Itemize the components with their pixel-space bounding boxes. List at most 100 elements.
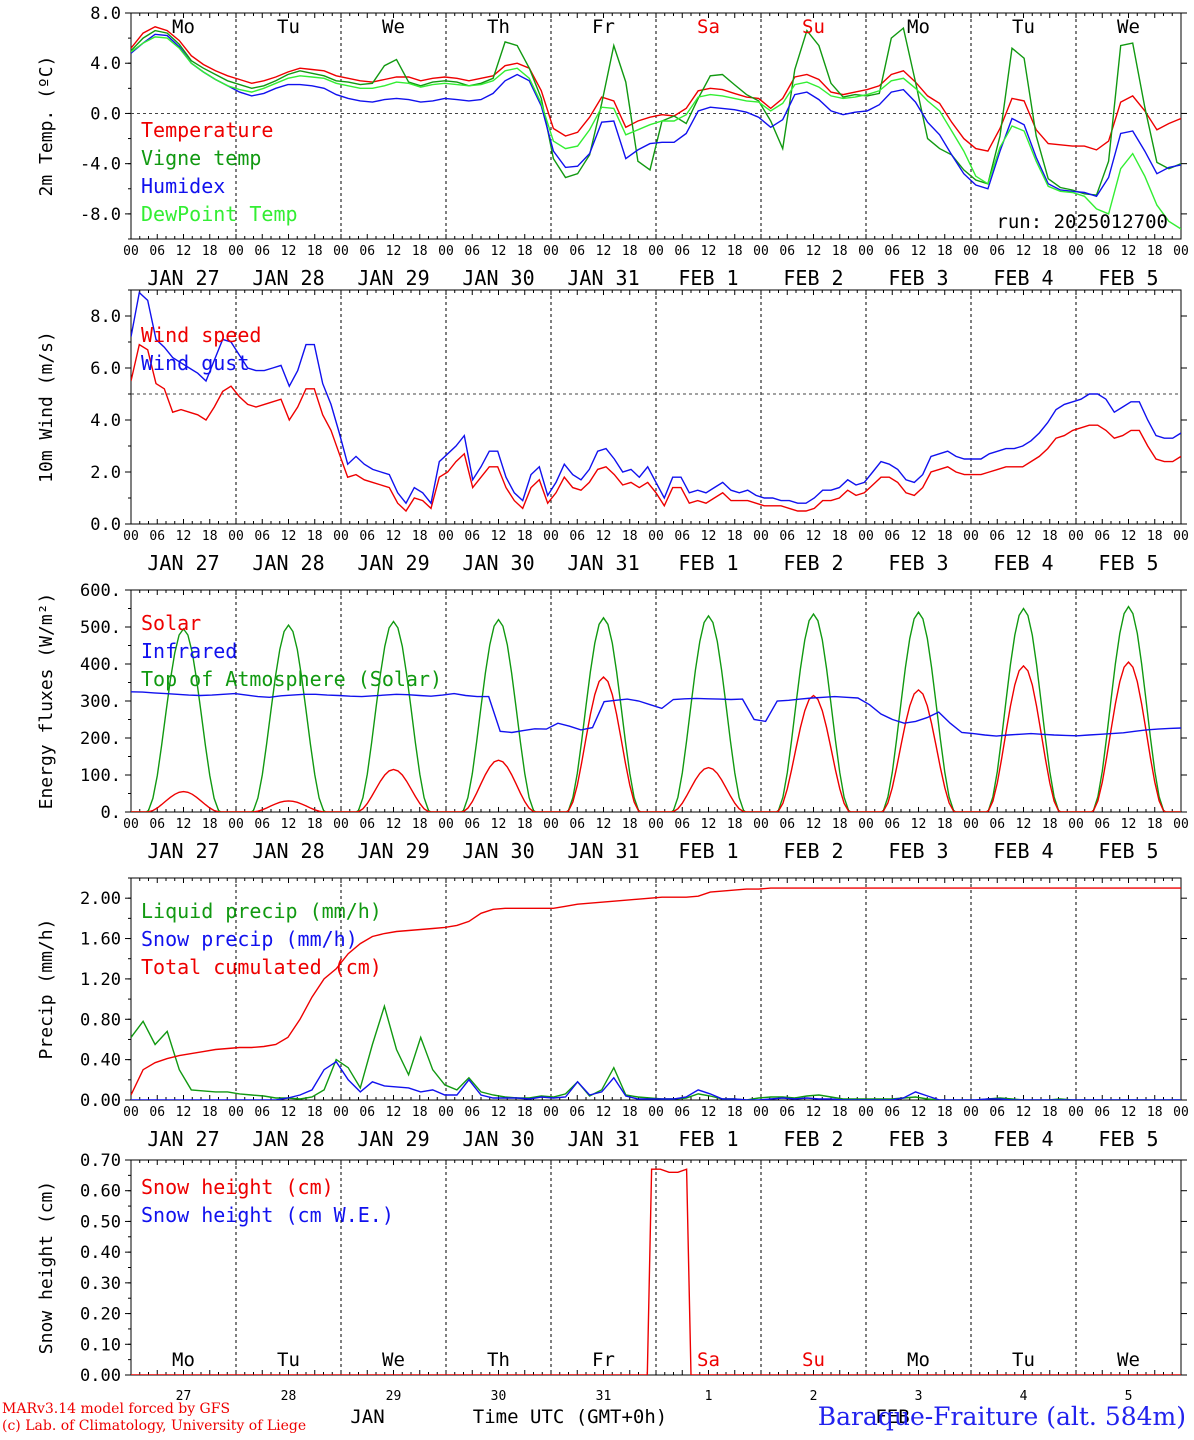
month-label: JAN [350, 1406, 384, 1428]
hour-tick-label: 12 [1016, 529, 1032, 544]
legend-entry: Wind speed [141, 323, 261, 347]
day-number-label: 5 [1125, 1389, 1133, 1404]
hour-tick-label: 06 [569, 817, 585, 832]
day-label: FEB 5 [1098, 839, 1158, 863]
hour-tick-label: 06 [149, 817, 165, 832]
legend-entry: Solar [141, 611, 201, 635]
day-label: JAN 29 [357, 266, 429, 290]
hour-tick-label: 06 [674, 1105, 690, 1120]
weekday-label: Sa [697, 16, 720, 38]
hour-tick-label: 12 [596, 1105, 612, 1120]
hour-tick-label: 00 [123, 244, 139, 259]
hour-tick-label: 06 [1094, 529, 1110, 544]
hour-tick-label: 06 [884, 1105, 900, 1120]
weekday-label: Tu [1012, 16, 1035, 38]
hour-tick-label: 12 [491, 244, 507, 259]
y-tick-label: 0.00 [80, 1091, 121, 1111]
day-number-label: 4 [1020, 1389, 1028, 1404]
weekday-label: Mo [907, 1349, 930, 1371]
series-line-snow-precip-mm-h [131, 1060, 1181, 1100]
hour-tick-label: 06 [569, 244, 585, 259]
hour-tick-label: 12 [1121, 1105, 1137, 1120]
day-label: JAN 28 [252, 266, 324, 290]
hour-tick-label: 18 [622, 1105, 638, 1120]
hour-tick-label: 06 [359, 817, 375, 832]
day-label: JAN 28 [252, 551, 324, 575]
day-label: FEB 5 [1098, 551, 1158, 575]
legend-entry: Vigne temp [141, 146, 261, 170]
hour-tick-label: 12 [491, 529, 507, 544]
legend-entry: Liquid precip (mm/h) [141, 899, 382, 923]
series-line-total-cumulated-cm [131, 887, 1181, 1096]
hour-tick-label: 00 [963, 529, 979, 544]
hour-tick-label: 18 [1147, 244, 1163, 259]
weekday-label: Sa [697, 1349, 720, 1371]
day-label: JAN 31 [567, 1127, 639, 1151]
y-tick-label: 0. [101, 803, 121, 823]
hour-tick-label: 12 [806, 529, 822, 544]
hour-tick-label: 18 [937, 817, 953, 832]
hour-tick-label: 00 [858, 817, 874, 832]
hour-tick-label: 18 [307, 817, 323, 832]
hour-tick-label: 06 [989, 529, 1005, 544]
hour-tick-label: 06 [884, 817, 900, 832]
hour-tick-label: 18 [307, 1105, 323, 1120]
y-tick-label: 2.0 [90, 463, 121, 483]
y-tick-label: 4.0 [90, 54, 121, 74]
hour-tick-label: 06 [149, 529, 165, 544]
weekday-label: Th [487, 1349, 510, 1371]
hour-tick-label: 12 [701, 1105, 717, 1120]
hour-tick-label: 18 [1147, 817, 1163, 832]
hour-tick-label: 06 [254, 244, 270, 259]
weekday-label: Tu [277, 16, 300, 38]
day-label: FEB 5 [1098, 266, 1158, 290]
hour-tick-label: 12 [281, 817, 297, 832]
y-tick-label: 6.0 [90, 359, 121, 379]
hour-tick-label: 06 [989, 817, 1005, 832]
legend-entry: Snow height (cm W.E.) [141, 1203, 394, 1227]
hour-tick-label: 12 [176, 1105, 192, 1120]
hour-tick-label: 18 [622, 529, 638, 544]
hour-tick-label: 00 [858, 529, 874, 544]
hour-tick-label: 18 [937, 529, 953, 544]
hour-tick-label: 06 [569, 529, 585, 544]
weekday-label: We [1117, 1349, 1140, 1371]
day-label: FEB 3 [888, 839, 948, 863]
y-tick-label: 400. [80, 655, 121, 675]
y-tick-label: 0.80 [80, 1010, 121, 1030]
hour-tick-label: 06 [674, 817, 690, 832]
series-line-dewpoint-temp [131, 36, 1181, 230]
hour-tick-label: 12 [386, 244, 402, 259]
hour-tick-label: 06 [254, 1105, 270, 1120]
hour-tick-label: 06 [149, 1105, 165, 1120]
hour-tick-label: 06 [884, 529, 900, 544]
hour-tick-label: 12 [1016, 817, 1032, 832]
weekday-label: We [1117, 16, 1140, 38]
day-number-label: 3 [915, 1389, 923, 1404]
day-label: FEB 1 [678, 551, 738, 575]
legend-entry: Total cumulated (cm) [141, 955, 382, 979]
day-number-label: 30 [491, 1389, 507, 1404]
hour-tick-label: 12 [701, 529, 717, 544]
y-tick-label: 0.10 [80, 1335, 121, 1355]
hour-tick-label: 12 [176, 817, 192, 832]
hour-tick-label: 12 [281, 244, 297, 259]
hour-tick-label: 12 [386, 1105, 402, 1120]
y-tick-label: 100. [80, 766, 121, 786]
y-tick-label: 8.0 [90, 4, 121, 24]
day-label: FEB 4 [993, 266, 1053, 290]
weekday-label: Th [487, 16, 510, 38]
legend-entry: Snow precip (mm/h) [141, 927, 358, 951]
legend-entry: Top of Atmosphere (Solar) [141, 667, 442, 691]
panel-4: 0.00 0.40 0.80 1.20 1.60 2.00 Precip (mm/h) Liq… [36, 877, 1189, 1151]
hour-tick-label: 00 [1068, 529, 1084, 544]
hour-tick-label: 18 [832, 817, 848, 832]
hour-tick-label: 00 [1068, 1105, 1084, 1120]
hour-tick-label: 06 [359, 244, 375, 259]
day-label: JAN 27 [147, 839, 219, 863]
day-label: FEB 2 [783, 1127, 843, 1151]
hour-tick-label: 00 [753, 1105, 769, 1120]
hour-tick-label: 06 [884, 244, 900, 259]
hour-tick-label: 00 [123, 817, 139, 832]
day-label: FEB 3 [888, 1127, 948, 1151]
